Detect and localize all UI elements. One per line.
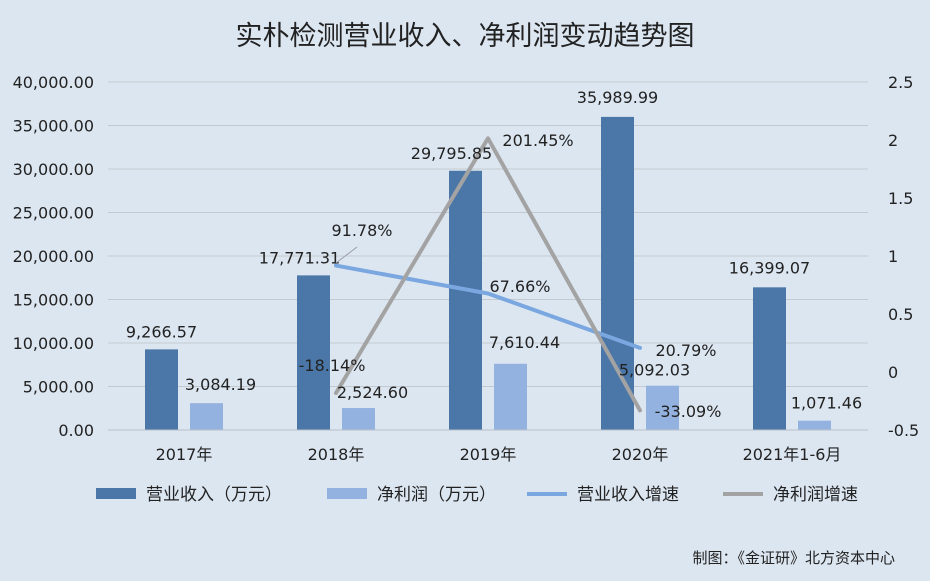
- x-tick-label: 2018年: [308, 445, 365, 464]
- net-profit-value-label: 5,092.03: [619, 361, 690, 380]
- revenue-bar: [145, 349, 178, 430]
- revenue-value-label: 16,399.07: [729, 258, 810, 277]
- revenue-bar: [449, 171, 482, 430]
- revenue-value-label: 17,771.31: [259, 248, 340, 267]
- y-left-tick-label: 35,000.00: [13, 117, 94, 136]
- revenue-bar: [297, 275, 330, 430]
- y-left-tick-label: 20,000.00: [13, 247, 94, 266]
- legend-label: 营业收入增速: [577, 485, 679, 505]
- net-profit-bar: [342, 408, 375, 430]
- y-right-tick-label: 2.5: [888, 73, 913, 92]
- revenue-value-label: 29,795.85: [411, 144, 492, 163]
- net-profit-value-label: 2,524.60: [337, 383, 408, 402]
- legend-label: 营业收入（万元）: [146, 485, 282, 505]
- legend-label: 净利润增速: [773, 485, 858, 505]
- x-tick-label: 2020年: [612, 445, 669, 464]
- y-left-tick-label: 5,000.00: [23, 378, 94, 397]
- revenue-value-label: 9,266.57: [126, 322, 197, 341]
- y-left-tick-label: 0.00: [58, 421, 94, 440]
- legend-swatch: [327, 488, 367, 499]
- revenue-growth-label: 67.66%: [489, 277, 550, 296]
- net-profit-growth-label: 201.45%: [502, 131, 573, 150]
- y-right-tick-label: 0.5: [888, 305, 913, 324]
- net-profit-value-label: 1,071.46: [791, 394, 862, 413]
- net-profit-bar: [190, 403, 223, 430]
- x-tick-label: 2017年: [156, 445, 213, 464]
- net-profit-value-label: 7,610.44: [489, 333, 560, 352]
- y-left-tick-label: 30,000.00: [13, 160, 94, 179]
- x-tick-label: 2019年: [460, 445, 517, 464]
- net-profit-bar: [798, 421, 831, 430]
- net-profit-growth-label: -33.09%: [655, 402, 722, 421]
- revenue-value-label: 35,989.99: [577, 88, 658, 107]
- revenue-growth-label: 20.79%: [655, 341, 716, 360]
- net-profit-value-label: 3,084.19: [185, 375, 256, 394]
- net-profit-bar: [494, 364, 527, 430]
- y-left-tick-label: 40,000.00: [13, 73, 94, 92]
- y-right-tick-label: 0: [888, 363, 898, 382]
- net-profit-growth-label: -18.14%: [299, 356, 366, 375]
- y-right-tick-label: 2: [888, 131, 898, 150]
- legend-swatch: [96, 488, 136, 499]
- y-right-tick-label: 1.5: [888, 189, 913, 208]
- revenue-bar: [601, 117, 634, 430]
- chart-title: 实朴检测营业收入、净利润变动趋势图: [236, 21, 695, 52]
- y-right-tick-label: -0.5: [888, 421, 919, 440]
- y-right-tick-label: 1: [888, 247, 898, 266]
- y-left-tick-label: 25,000.00: [13, 204, 94, 223]
- legend-label: 净利润（万元）: [377, 485, 496, 505]
- x-tick-label: 2021年1-6月: [743, 445, 842, 464]
- source-note: 制图：《金证研》北方资本中心: [692, 549, 895, 567]
- revenue-bar: [753, 287, 786, 430]
- y-left-tick-label: 15,000.00: [13, 291, 94, 310]
- y-left-tick-label: 10,000.00: [13, 334, 94, 353]
- revenue-growth-label: 91.78%: [331, 221, 392, 240]
